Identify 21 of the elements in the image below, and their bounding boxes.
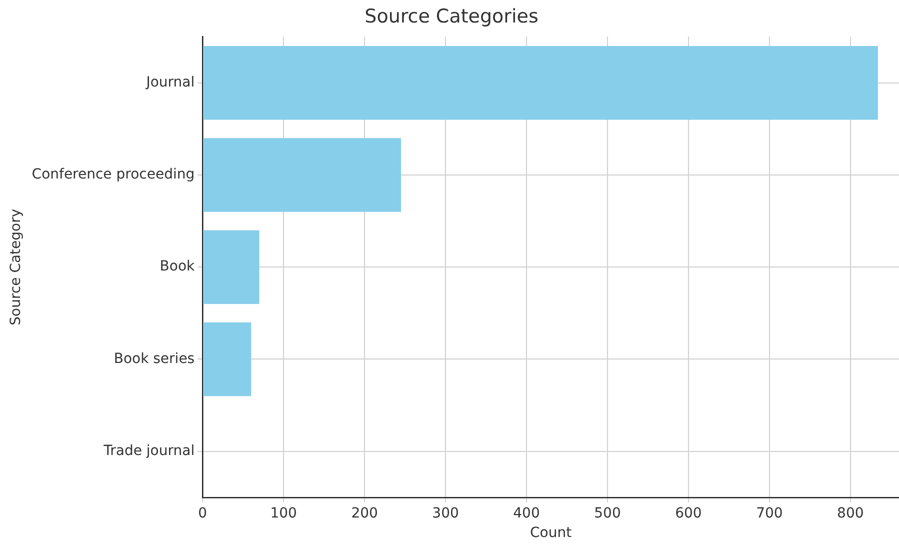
y-tick-label: Trade journal <box>102 442 195 459</box>
bar <box>203 230 260 304</box>
y-axis-title: Source Category <box>8 208 24 326</box>
x-tick-label: 0 <box>198 505 208 522</box>
y-tick-label: Journal <box>145 74 195 90</box>
x-tick-label: 800 <box>837 505 864 522</box>
x-axis-title: Count <box>530 525 572 542</box>
bar <box>203 138 401 212</box>
x-tick-label: 500 <box>594 505 621 522</box>
chart-title: Source Categories <box>364 5 538 28</box>
x-tick-label: 400 <box>513 505 540 522</box>
x-tick-label: 200 <box>351 505 378 522</box>
x-tick-label: 300 <box>432 505 459 522</box>
y-tick-label: Book <box>160 258 196 275</box>
y-tick-label: Conference proceeding <box>32 166 195 183</box>
x-tick-label: 600 <box>675 505 702 522</box>
x-tick-label: 700 <box>756 505 783 522</box>
y-tick-label: Book series <box>114 350 195 367</box>
x-tick-label: 100 <box>270 505 297 522</box>
bar <box>203 46 878 120</box>
bar <box>203 322 252 396</box>
